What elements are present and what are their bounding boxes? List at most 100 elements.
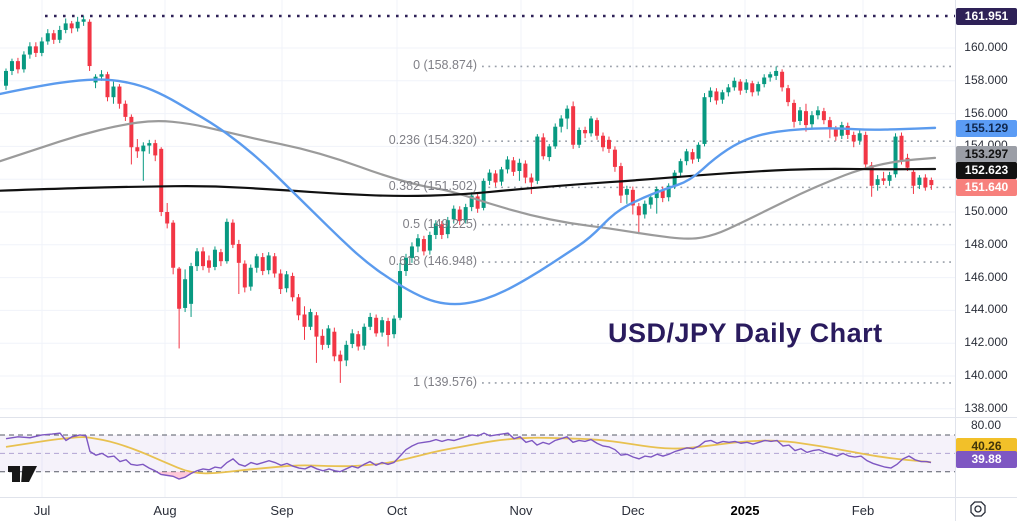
candle-down [439,224,444,235]
candle-up [774,70,779,76]
candle-up [487,172,492,181]
candle-down [905,157,910,168]
candle-up [481,180,486,208]
candle-up [547,146,552,158]
candle-down [123,103,128,117]
price-axis[interactable] [955,0,1017,497]
candle-down [738,81,743,91]
candle-up [559,118,564,127]
candle-up [4,70,8,86]
candle-up [589,118,594,134]
candle-up [380,320,385,333]
candle-down [660,189,665,199]
candle-down [165,212,170,224]
candle-down [171,222,176,268]
candle-down [260,257,265,272]
candle-down [117,86,122,104]
candle-down [129,116,134,148]
candle-down [630,189,635,206]
rsi-line [5,432,932,480]
rsi-signal-line [5,436,932,475]
candle-up [248,267,253,287]
candle-down [493,173,498,183]
candle-down [302,314,307,327]
candle-down [332,331,337,357]
candle-up [696,144,701,159]
candle-down [386,321,391,335]
candle-down [153,143,158,156]
candle-up [195,251,200,267]
candle-up [398,271,403,318]
candle-up [266,255,271,271]
candle-up [732,80,737,88]
candle-down [314,315,319,337]
candle-up [469,195,474,208]
candle-up [708,90,713,98]
candle-up [839,125,844,136]
candle-down [69,23,74,29]
candle-up [565,108,570,119]
candle-up [463,207,468,221]
candle-up [875,179,880,185]
candle-down [105,74,110,98]
candle-down [714,91,719,101]
candle-down [201,251,206,267]
candle-down [242,263,247,288]
candle-down [511,160,516,172]
candle-down [827,120,832,129]
candle-up [308,312,313,327]
candle-down [845,125,850,135]
candle-down [583,130,588,134]
candle-up [350,333,355,345]
candle-up [409,246,414,258]
candle-up [684,151,689,162]
candle-down [33,46,38,53]
candle-down [780,71,785,88]
candle-up [368,316,373,327]
candle-up [9,61,14,71]
candle-down [851,134,856,142]
candle-up [445,220,450,235]
candle-down [356,334,361,347]
candle-up [553,126,558,147]
candle-up [147,143,152,146]
candle-up [577,130,582,145]
candle-down [601,135,605,148]
candle-up [857,133,862,141]
price-pane[interactable] [0,0,955,417]
candle-up [666,185,671,198]
candle-up [433,223,438,235]
candle-up [642,203,647,215]
candle-up [39,41,44,53]
candle-down [15,61,20,70]
candle-down [899,135,904,162]
candle-down [571,106,576,145]
candle-up [720,92,725,100]
rsi-pane[interactable] [0,417,955,497]
candle-down [374,317,379,334]
candle-down [87,21,92,67]
candle-up [284,274,289,289]
candle-down [929,180,934,186]
candle-up [403,257,408,272]
candle-down [177,268,182,309]
candle-down [821,111,826,121]
candle-up [99,74,104,77]
candle-up [141,145,146,152]
candle-down [612,149,617,167]
time-axis[interactable] [0,497,955,521]
candle-up [183,279,188,308]
candle-down [338,354,343,362]
candle-down [923,177,928,188]
candle-down [320,335,325,345]
candle-up [815,110,820,116]
candle-down [51,33,56,40]
candle-up [505,159,510,170]
candle-up [111,86,116,98]
ma_blue-line [0,78,937,306]
candle-up [809,115,814,125]
candle-up [917,177,922,185]
candle-down [541,137,546,157]
candle-up [726,87,731,93]
